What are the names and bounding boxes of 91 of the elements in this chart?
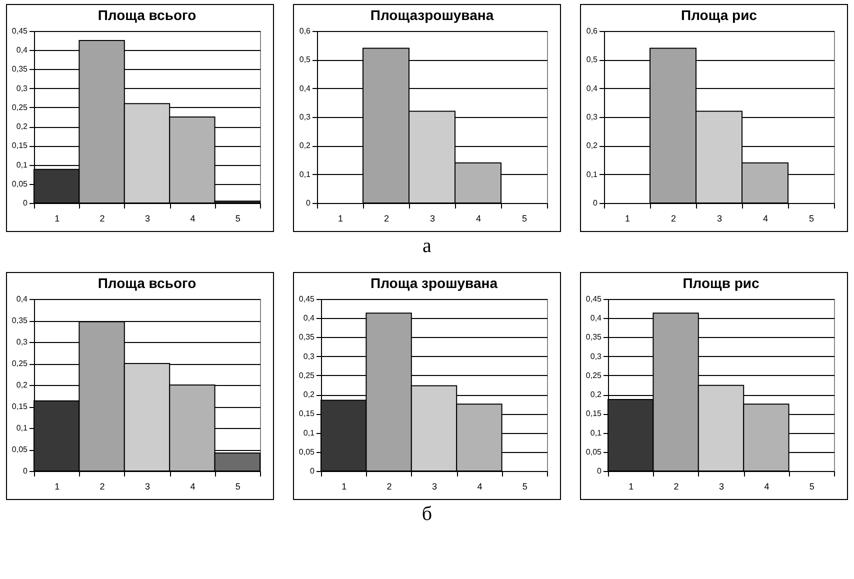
x-tick-label: 2: [100, 482, 105, 492]
x-tick-label: 5: [235, 482, 240, 492]
chart-title: Площв рис: [682, 275, 760, 291]
x-tick-label: 1: [628, 482, 634, 492]
text: а: [422, 235, 432, 257]
y-tick-label: 0,05: [298, 447, 316, 456]
y-tick-label: 0,4: [590, 314, 602, 323]
y-tick-label: 0,2: [586, 141, 598, 150]
x-tick-label: 5: [235, 214, 240, 224]
y-tick-label: 0,15: [298, 409, 316, 418]
y-tick-label: 0,15: [586, 409, 602, 418]
y-tick-label: 0,1: [590, 428, 602, 438]
x-tick-label: 1: [342, 482, 347, 492]
x-tick-label: 4: [190, 214, 196, 224]
y-tick-label: 0,3: [16, 338, 28, 346]
y-tick-label: 0,3: [16, 84, 28, 93]
y-tick-label: 0,6: [586, 26, 598, 36]
x-tick-label: 4: [476, 214, 482, 224]
y-tick-label: 0,45: [12, 26, 28, 36]
chart-title: Площа рис: [681, 7, 758, 23]
y-tick-label: 0,35: [12, 64, 28, 74]
chart-title: Площа всього: [98, 7, 196, 23]
y-tick-label: 0,2: [16, 122, 28, 132]
y-tick-label: 0,25: [12, 359, 28, 368]
y-tick-label: 0,4: [16, 294, 28, 304]
y-tick-label: 0,15: [12, 402, 28, 411]
y-tick-label: 0,1: [16, 424, 28, 432]
x-tick-label: 1: [338, 214, 344, 224]
y-tick-label: 0,1: [299, 170, 312, 179]
y-tick-label: 0,6: [299, 26, 312, 36]
y-tick-label: 0,2: [16, 380, 28, 390]
y-tick-label: 0: [306, 198, 312, 208]
y-tick-label: 0,15: [12, 141, 28, 150]
x-tick-label: 5: [522, 214, 528, 224]
x-tick-label: 2: [670, 214, 676, 224]
y-tick-label: 0,2: [303, 390, 316, 400]
y-tick-label: 0,45: [298, 294, 316, 304]
x-tick-label: 1: [54, 482, 60, 492]
y-tick-label: 0: [23, 198, 28, 208]
y-tick-label: 0,3: [590, 352, 602, 361]
y-tick-label: 0,1: [16, 160, 28, 170]
x-tick-label: 3: [432, 482, 438, 492]
chart-title: Площа зрошувана: [370, 275, 498, 291]
x-tick-label: 2: [386, 482, 392, 492]
y-tick-label: 0,35: [586, 332, 602, 342]
x-tick-label: 4: [190, 482, 196, 492]
y-tick-label: 0,05: [586, 447, 602, 456]
y-tick-label: 0,4: [303, 314, 316, 323]
y-tick-label: 0,2: [590, 390, 602, 400]
y-tick-label: 0,25: [12, 102, 28, 112]
x-tick-label: 1: [54, 214, 60, 224]
y-tick-label: 0,25: [298, 370, 316, 380]
y-tick-label: 0,2: [299, 141, 312, 150]
x-tick-label: 4: [477, 482, 482, 492]
y-tick-label: 0,1: [586, 170, 598, 179]
y-tick-label: 0,3: [586, 112, 598, 122]
y-tick-label: 0,05: [12, 445, 28, 454]
chart-title: Площа всього: [98, 275, 196, 291]
x-tick-label: 3: [430, 214, 436, 224]
x-tick-label: 4: [762, 214, 768, 224]
y-tick-label: 0: [593, 198, 598, 208]
y-tick-label: 0: [23, 466, 28, 476]
y-tick-label: 0,35: [298, 332, 316, 342]
x-tick-label: 3: [718, 482, 724, 492]
x-tick-label: 4: [764, 482, 770, 492]
y-tick-label: 0,5: [586, 55, 598, 64]
x-tick-label: 1: [624, 214, 630, 224]
x-tick-label: 5: [809, 482, 814, 492]
x-tick-label: 2: [674, 482, 679, 492]
x-tick-label: 3: [716, 214, 722, 224]
chart-title: Площазрошувана: [370, 7, 494, 23]
y-tick-label: 0,5: [299, 55, 312, 64]
x-tick-label: 5: [808, 214, 814, 224]
y-tick-label: 0,4: [16, 46, 28, 55]
y-tick-label: 0,05: [12, 179, 28, 188]
y-tick-label: 0,45: [586, 294, 602, 304]
y-tick-label: 0,25: [586, 370, 602, 380]
text: б: [422, 503, 432, 525]
y-tick-label: 0: [310, 466, 316, 476]
x-tick-label: 2: [100, 214, 105, 224]
x-tick-label: 5: [522, 482, 528, 492]
y-tick-label: 0,3: [299, 112, 312, 122]
y-tick-label: 0,4: [586, 84, 598, 93]
y-tick-label: 0: [597, 466, 602, 476]
y-tick-label: 0,35: [12, 316, 28, 325]
y-tick-label: 0,4: [299, 84, 312, 93]
x-tick-label: 2: [384, 214, 390, 224]
x-tick-label: 3: [144, 214, 150, 224]
y-tick-label: 0,3: [303, 352, 316, 361]
y-tick-label: 0,1: [303, 428, 316, 438]
x-tick-label: 3: [144, 482, 150, 492]
